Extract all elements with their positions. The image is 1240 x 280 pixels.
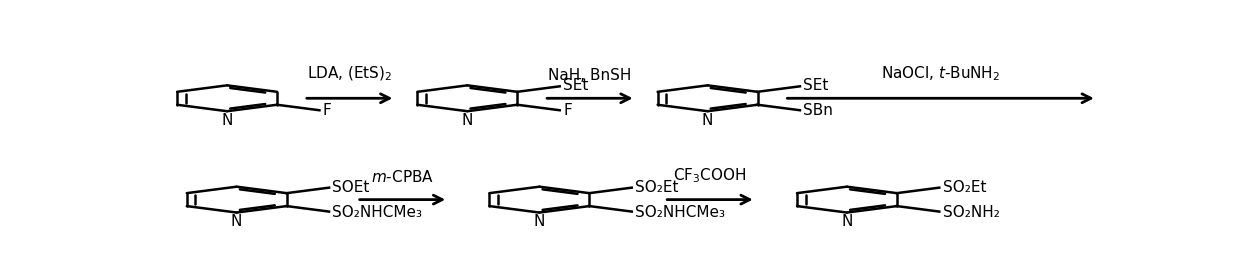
Text: SO₂NHCMe₃: SO₂NHCMe₃ (635, 204, 725, 220)
Text: SEt: SEt (804, 78, 828, 94)
Text: SOEt: SOEt (332, 180, 370, 195)
Text: N: N (841, 214, 853, 229)
Text: F: F (322, 103, 331, 118)
Text: N: N (231, 214, 242, 229)
Text: $m$-CPBA: $m$-CPBA (371, 169, 434, 185)
Text: SO₂NHCMe₃: SO₂NHCMe₃ (332, 204, 423, 220)
Text: SO₂NH₂: SO₂NH₂ (942, 204, 999, 220)
Text: N: N (702, 113, 713, 127)
Text: CF$_3$COOH: CF$_3$COOH (673, 166, 746, 185)
Text: SEt: SEt (563, 78, 589, 94)
Text: N: N (222, 113, 233, 127)
Text: N: N (461, 113, 472, 127)
Text: NaOCl, $t$-BuNH$_2$: NaOCl, $t$-BuNH$_2$ (882, 64, 1001, 83)
Text: F: F (563, 103, 572, 118)
Text: SBn: SBn (804, 103, 833, 118)
Text: NaH, BnSH: NaH, BnSH (548, 68, 631, 83)
Text: SO₂Et: SO₂Et (635, 180, 678, 195)
Text: LDA, (EtS)$_2$: LDA, (EtS)$_2$ (308, 65, 392, 83)
Text: SO₂Et: SO₂Et (942, 180, 986, 195)
Text: N: N (533, 214, 546, 229)
